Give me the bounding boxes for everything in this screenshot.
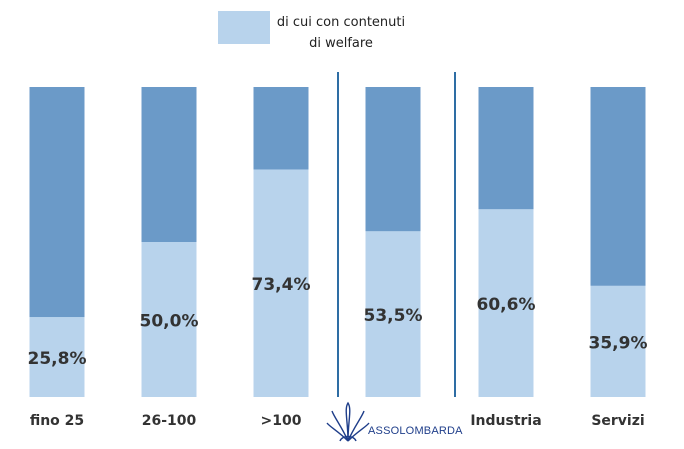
- bar-welfare-0: [29, 317, 85, 397]
- legend-label-welfare: di cui con contenuti di welfare: [276, 15, 406, 51]
- bars-group: [29, 87, 646, 397]
- bar-welfare-2: [253, 169, 309, 397]
- separators-group: [337, 72, 456, 397]
- data-labels-group: 25,8% 50,0% 73,4% 53,5% 60,6% 35,9%: [28, 275, 648, 369]
- bar-welfare-5: [590, 285, 646, 397]
- assolombarda-logo: [326, 401, 370, 442]
- data-label-1: 50,0%: [140, 312, 199, 332]
- x-tick-label-2: >100: [261, 413, 302, 429]
- x-tick-labels-group: fino 25 26-100 >100 Industria Servizi: [30, 413, 645, 429]
- data-label-5: 35,9%: [589, 333, 648, 353]
- data-label-4: 60,6%: [477, 295, 536, 315]
- x-tick-label-4: Industria: [470, 413, 541, 429]
- data-label-0: 25,8%: [28, 349, 87, 369]
- bar-welfare-4: [478, 209, 534, 397]
- data-label-3: 53,5%: [364, 306, 423, 326]
- data-label-2: 73,4%: [252, 275, 311, 295]
- logo-text: ASSOLOMBARDA: [368, 425, 463, 437]
- x-tick-label-0: fino 25: [30, 413, 84, 429]
- x-tick-label-5: Servizi: [591, 413, 644, 429]
- legend-swatch-welfare: [218, 11, 270, 44]
- bar-welfare-1: [141, 242, 197, 397]
- x-tick-label-1: 26-100: [142, 413, 197, 429]
- bar-welfare-3: [365, 231, 421, 397]
